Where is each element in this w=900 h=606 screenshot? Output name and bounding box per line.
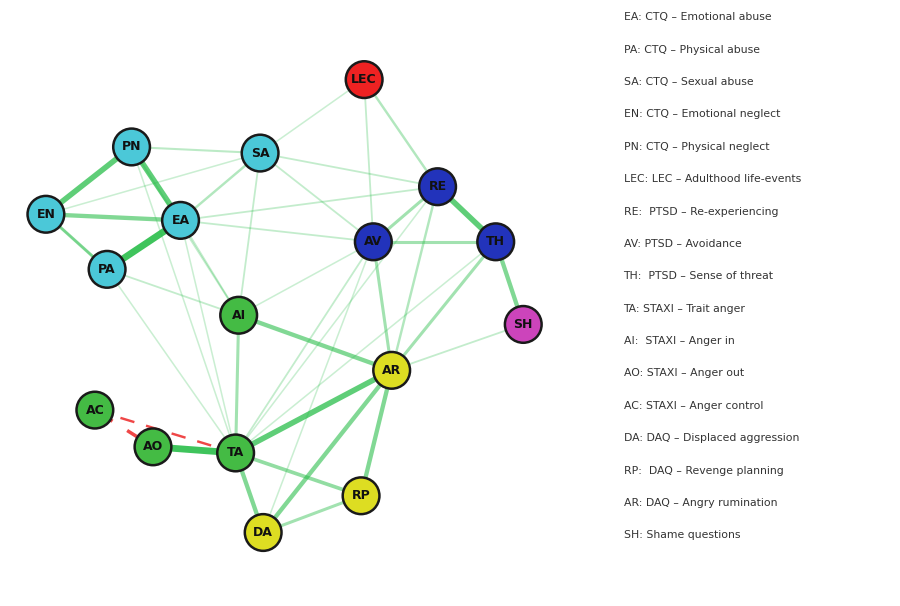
Text: PA: PA bbox=[98, 263, 116, 276]
Circle shape bbox=[245, 514, 282, 551]
Text: SH: Shame questions: SH: Shame questions bbox=[624, 530, 740, 541]
Text: RE:  PTSD – Re-experiencing: RE: PTSD – Re-experiencing bbox=[624, 207, 778, 216]
Circle shape bbox=[89, 251, 125, 288]
Circle shape bbox=[76, 391, 113, 428]
Circle shape bbox=[343, 478, 380, 514]
Text: PN: PN bbox=[122, 141, 141, 153]
Circle shape bbox=[242, 135, 278, 171]
Text: TH:  PTSD – Sense of threat: TH: PTSD – Sense of threat bbox=[624, 271, 773, 281]
Text: AV: AV bbox=[364, 235, 382, 248]
Text: AR: AR bbox=[382, 364, 401, 377]
Text: AR: DAQ – Angry rumination: AR: DAQ – Angry rumination bbox=[624, 498, 777, 508]
Text: LEC: LEC bbox=[351, 73, 377, 86]
Text: AV: PTSD – Avoidance: AV: PTSD – Avoidance bbox=[624, 239, 742, 249]
Circle shape bbox=[113, 128, 150, 165]
Text: RE: RE bbox=[428, 180, 446, 193]
Text: EN: CTQ – Emotional neglect: EN: CTQ – Emotional neglect bbox=[624, 110, 780, 119]
Circle shape bbox=[505, 306, 542, 343]
Circle shape bbox=[346, 61, 382, 98]
Text: LEC: LEC – Adulthood life-events: LEC: LEC – Adulthood life-events bbox=[624, 174, 801, 184]
Text: AI: AI bbox=[231, 308, 246, 322]
Circle shape bbox=[419, 168, 456, 205]
Text: EA: CTQ – Emotional abuse: EA: CTQ – Emotional abuse bbox=[624, 12, 771, 22]
Text: SA: SA bbox=[251, 147, 269, 159]
Text: DA: DAQ – Displaced aggression: DA: DAQ – Displaced aggression bbox=[624, 433, 799, 443]
Text: RP: RP bbox=[352, 489, 371, 502]
Text: DA: DA bbox=[253, 526, 273, 539]
Text: TA: STAXI – Trait anger: TA: STAXI – Trait anger bbox=[624, 304, 745, 314]
Text: EA: EA bbox=[172, 214, 190, 227]
Circle shape bbox=[220, 297, 257, 333]
Text: TH: TH bbox=[486, 235, 505, 248]
Text: AC: AC bbox=[86, 404, 104, 416]
Text: RP:  DAQ – Revenge planning: RP: DAQ – Revenge planning bbox=[624, 465, 783, 476]
Text: AO: AO bbox=[143, 441, 163, 453]
Text: EN: EN bbox=[37, 208, 55, 221]
Circle shape bbox=[477, 224, 514, 260]
Text: TA: TA bbox=[227, 447, 244, 459]
Text: PA: CTQ – Physical abuse: PA: CTQ – Physical abuse bbox=[624, 45, 760, 55]
Text: PN: CTQ – Physical neglect: PN: CTQ – Physical neglect bbox=[624, 142, 769, 152]
Circle shape bbox=[217, 435, 254, 471]
Circle shape bbox=[28, 196, 64, 233]
Circle shape bbox=[135, 428, 171, 465]
Circle shape bbox=[355, 224, 392, 260]
Text: AO: STAXI – Anger out: AO: STAXI – Anger out bbox=[624, 368, 743, 379]
Text: AI:  STAXI – Anger in: AI: STAXI – Anger in bbox=[624, 336, 734, 346]
Text: SH: SH bbox=[514, 318, 533, 331]
Circle shape bbox=[374, 352, 410, 388]
Text: SA: CTQ – Sexual abuse: SA: CTQ – Sexual abuse bbox=[624, 77, 753, 87]
Text: AC: STAXI – Anger control: AC: STAXI – Anger control bbox=[624, 401, 763, 411]
Circle shape bbox=[162, 202, 199, 239]
